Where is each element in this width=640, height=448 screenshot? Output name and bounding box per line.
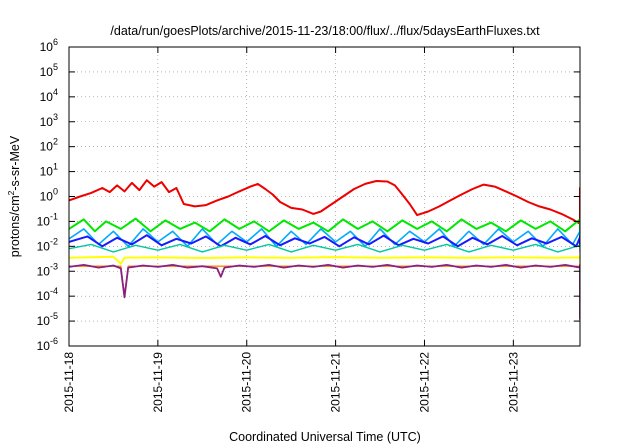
x-tick-labels: 2015-11-18 2015-11-19 2015-11-20 2015-11-21… bbox=[62, 352, 520, 413]
y-tick-label: 10-3 bbox=[37, 261, 58, 278]
series-line-5 bbox=[69, 255, 580, 265]
x-tick-label: 2015-11-18 bbox=[62, 352, 76, 413]
y-axis-label-exponent: 2 bbox=[6, 190, 16, 195]
y-tick-label: 105 bbox=[40, 62, 58, 79]
y-tick-base: 10 bbox=[37, 264, 51, 278]
y-tick-exponent: 5 bbox=[53, 62, 58, 72]
y-tick-base: 10 bbox=[37, 289, 51, 303]
y-tick-base: 10 bbox=[40, 90, 54, 104]
y-tick-base: 10 bbox=[40, 65, 54, 79]
y-tick-exponent: 0 bbox=[53, 187, 58, 197]
series-line-4 bbox=[69, 243, 580, 253]
series-line-6 bbox=[69, 265, 580, 318]
x-axis-label: Coordinated Universal Time (UTC) bbox=[229, 430, 421, 444]
y-tick-base: 10 bbox=[40, 40, 54, 54]
chart-title: /data/run/goesPlots/archive/2015-11-23/1… bbox=[110, 24, 540, 38]
y-tick-exponent: 6 bbox=[53, 37, 58, 47]
y-tick-exponent: 3 bbox=[53, 112, 58, 122]
y-tick-label: 103 bbox=[40, 112, 58, 129]
axis-ticks bbox=[68, 46, 580, 347]
y-tick-labels: 10-610-510-410-310-210-11001011021031041… bbox=[37, 37, 58, 353]
y-tick-label: 10-1 bbox=[37, 211, 58, 228]
series-line-3 bbox=[69, 234, 580, 248]
y-tick-exponent: -4 bbox=[50, 286, 58, 296]
y-tick-base: 10 bbox=[37, 214, 51, 228]
y-tick-exponent: 2 bbox=[53, 137, 58, 147]
y-tick-base: 10 bbox=[40, 165, 54, 179]
y-tick-base: 10 bbox=[37, 314, 51, 328]
grid bbox=[68, 46, 580, 347]
y-axis-label-base: protons/cm bbox=[8, 195, 22, 257]
y-tick-exponent: 1 bbox=[53, 162, 58, 172]
y-tick-label: 100 bbox=[40, 187, 58, 204]
y-tick-exponent: -2 bbox=[50, 236, 58, 246]
y-axis-label-rest: -s-sr-MeV bbox=[8, 135, 22, 191]
series-group bbox=[69, 179, 580, 321]
series-line-1 bbox=[69, 217, 580, 233]
x-tick-label: 2015-11-19 bbox=[151, 352, 165, 413]
y-tick-label: 10-6 bbox=[37, 336, 58, 353]
series-line-7 bbox=[69, 263, 580, 321]
y-tick-base: 10 bbox=[37, 339, 51, 353]
y-tick-exponent: -3 bbox=[50, 261, 58, 271]
y-tick-exponent: 4 bbox=[53, 87, 58, 97]
y-tick-base: 10 bbox=[40, 115, 54, 129]
x-tick-label: 2015-11-23 bbox=[506, 352, 520, 413]
x-tick-label: 2015-11-22 bbox=[417, 352, 431, 413]
x-tick-label: 2015-11-20 bbox=[240, 352, 254, 413]
y-tick-exponent: -1 bbox=[50, 211, 58, 221]
y-axis-label: protons/cm2-s-sr-MeV bbox=[6, 135, 22, 257]
y-tick-label: 102 bbox=[40, 137, 58, 154]
y-tick-label: 104 bbox=[40, 87, 58, 104]
y-tick-exponent: -5 bbox=[50, 311, 58, 321]
y-tick-label: 101 bbox=[40, 162, 58, 179]
y-tick-exponent: -6 bbox=[50, 336, 58, 346]
x-tick-label: 2015-11-21 bbox=[329, 352, 343, 413]
y-tick-label: 10-2 bbox=[37, 236, 58, 253]
y-tick-label: 10-4 bbox=[37, 286, 58, 303]
y-tick-base: 10 bbox=[40, 140, 54, 154]
y-tick-base: 10 bbox=[40, 190, 54, 204]
y-tick-label: 106 bbox=[40, 37, 58, 54]
y-tick-base: 10 bbox=[37, 239, 51, 253]
y-tick-label: 10-5 bbox=[37, 311, 58, 328]
series-line-0 bbox=[69, 179, 580, 225]
